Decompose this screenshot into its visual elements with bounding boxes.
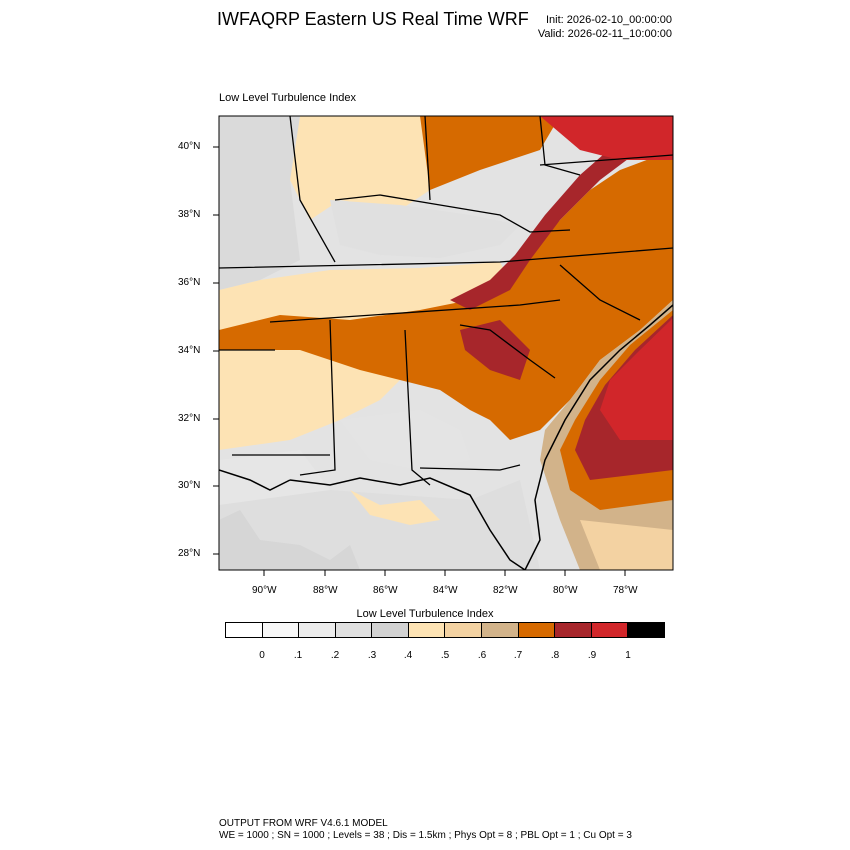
init-valid-times: Init: 2026-02-10_00:00:00 Valid: 2026-02… (538, 13, 672, 41)
colorbar-label: .2 (330, 650, 340, 661)
axis-ticks (213, 146, 626, 576)
colorbar-label: .7 (513, 650, 523, 661)
colorbar-cell (555, 623, 592, 637)
colorbar-label: .1 (293, 650, 303, 661)
field-grey-ky (330, 200, 520, 258)
field-orange-band (219, 150, 673, 440)
colorbar-cell (408, 623, 446, 637)
lon-tick-label: 78°W (613, 585, 638, 596)
lat-tick-label: 30°N (178, 480, 201, 491)
field-red-sc (460, 320, 530, 380)
footer-line-2: WE = 1000 ; SN = 1000 ; Levels = 38 ; Di… (219, 830, 632, 841)
field-gulf-dark (219, 510, 360, 570)
colorbar-cell (445, 623, 483, 637)
valid-time: Valid: 2026-02-11_10:00:00 (537, 28, 672, 40)
model-footer: OUTPUT FROM WRF V4.6.1 MODEL WE = 1000 ;… (219, 818, 632, 842)
lon-tick-label: 90°W (252, 585, 277, 596)
init-time: Init: 2026-02-10_00:00:00 (546, 14, 672, 26)
field-gulf-patch (350, 490, 440, 525)
map-frame (218, 115, 674, 571)
colorbar-label: .6 (477, 650, 487, 661)
coastline (289, 304, 673, 570)
colorbar-label: 1 (625, 650, 631, 661)
map-field (219, 116, 673, 570)
colorbar-cell (628, 623, 664, 637)
colorbar-label: .5 (440, 650, 450, 661)
colorbar-cell (591, 623, 629, 637)
field-grey-west (219, 116, 300, 290)
plot-label: Low Level Turbulence Index (219, 92, 356, 104)
field-ocean-beige (580, 520, 673, 570)
lon-tick-label: 86°W (373, 585, 398, 596)
state-boundaries (219, 116, 673, 486)
field-beige-north (290, 116, 430, 220)
colorbar-cell (335, 623, 373, 637)
lat-tick-label: 36°N (178, 277, 201, 288)
colorbar-label: .9 (587, 650, 597, 661)
colorbar-cell (482, 623, 519, 637)
lat-tick-label: 28°N (178, 548, 201, 559)
colorbar-label: .4 (403, 650, 413, 661)
lon-tick-label: 88°W (313, 585, 338, 596)
lon-tick-label: 82°W (493, 585, 518, 596)
colorbar (225, 622, 665, 638)
footer-line-1: OUTPUT FROM WRF V4.6.1 MODEL (219, 818, 388, 829)
field-grey-al (340, 410, 470, 470)
colorbar-cell (226, 623, 263, 637)
colorbar-label: 0 (259, 650, 265, 661)
lat-tick-label: 38°N (178, 209, 201, 220)
colorbar-cell (299, 623, 336, 637)
field-red-ridge (450, 116, 673, 310)
colorbar-label: .8 (550, 650, 560, 661)
field-red-pa (540, 116, 673, 160)
page-title: IWFAQRP Eastern US Real Time WRF (217, 9, 529, 29)
colorbar-cell (518, 623, 556, 637)
colorbar-cell (372, 623, 409, 637)
lon-tick-label: 80°W (553, 585, 578, 596)
lon-tick-label: 84°W (433, 585, 458, 596)
lat-tick-label: 34°N (178, 345, 201, 356)
field-grey-la (219, 450, 330, 505)
lat-tick-label: 40°N (178, 141, 201, 152)
colorbar-label: .3 (367, 650, 377, 661)
lat-tick-label: 32°N (178, 413, 201, 424)
field-ocean-red (600, 318, 673, 440)
field-orange-north (420, 116, 560, 190)
coastline-west (219, 469, 291, 491)
colorbar-cell (262, 623, 300, 637)
colorbar-title: Low Level Turbulence Index (356, 608, 494, 620)
